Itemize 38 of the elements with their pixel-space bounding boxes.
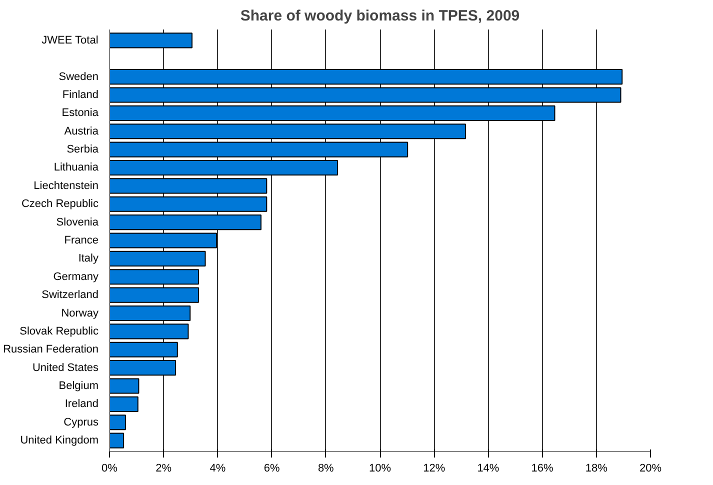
x-tick-label: 14% [477, 462, 500, 474]
y-tick-label: Finland [62, 88, 98, 101]
y-tick-label: Austria [64, 125, 100, 138]
y-tick-label: Germany [53, 270, 99, 283]
y-tick-label: Belgium [58, 380, 99, 392]
x-tick-label: 10% [368, 462, 392, 474]
bar [110, 414, 126, 430]
chart-title: Share of woody biomass in TPES, 2009 [240, 8, 520, 24]
y-tick-label: Slovak Republic [20, 325, 99, 338]
y-tick-label: Slovenia [56, 216, 100, 228]
bar [110, 378, 140, 394]
y-tick-label: Cyprus [64, 416, 99, 428]
x-tick-label: 20% [639, 462, 662, 474]
x-tick-label: 2% [156, 462, 172, 474]
y-tick-label: Italy [78, 252, 99, 265]
x-tick-label: 4% [210, 462, 226, 474]
bar [110, 432, 124, 448]
y-tick-label: United Kingdom [20, 434, 99, 447]
y-tick-label: Czech Republic [21, 198, 99, 210]
y-tick-label: Serbia [66, 144, 100, 156]
x-tick-label: 16% [531, 462, 554, 474]
y-tick-label: Sweden [58, 70, 99, 83]
x-tick-label: 8% [318, 462, 334, 474]
y-tick-label: Switzerland [42, 289, 98, 302]
x-tick-label: 12% [423, 462, 446, 474]
y-tick-label: Norway [61, 307, 99, 320]
y-tick-label: Ireland [64, 398, 99, 410]
y-tick-label: Russian Federation [3, 344, 99, 356]
y-tick-label: Lithuania [54, 162, 100, 174]
y-tick-label: Liechtenstein [34, 180, 99, 192]
x-tick-label: 6% [264, 462, 280, 474]
y-tick-label: Estonia [62, 107, 100, 120]
y-tick-label: United States [32, 362, 99, 374]
x-tick-label: 18% [585, 462, 608, 474]
x-tick-label: 0% [102, 462, 118, 474]
y-tick-label: JWEE Total [42, 34, 98, 46]
y-tick-label: France [64, 234, 99, 246]
bar [110, 396, 138, 412]
